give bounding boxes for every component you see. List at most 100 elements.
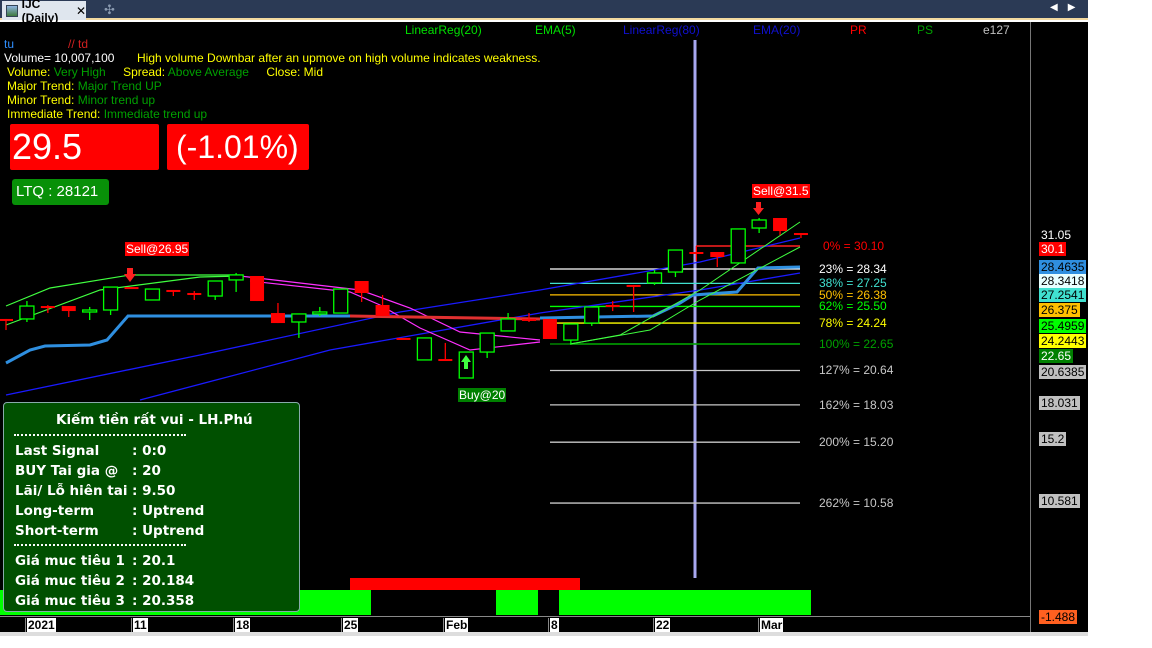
- candle: [396, 337, 411, 340]
- candle: [102, 286, 119, 316]
- buy-signal-label: Buy@20: [458, 388, 507, 402]
- time-axis-label: 11: [131, 618, 148, 632]
- minor-trend: Minor Trend: Minor trend up: [7, 93, 155, 107]
- candle-body: [333, 288, 349, 314]
- candle-body: [479, 332, 495, 353]
- candle-body: [416, 337, 433, 361]
- tab-title: IJC (Daily): [21, 0, 59, 25]
- close-label: Close:: [266, 65, 301, 79]
- candle: [312, 306, 328, 317]
- candle-body: [584, 306, 600, 324]
- major-value: Major Trend UP: [77, 79, 162, 93]
- fib-label: 50% = 26.38: [819, 287, 887, 302]
- panel-row-label: Giá muc tiêu 1: [15, 553, 125, 569]
- ema-5-band-line: [5, 275, 241, 326]
- price-axis-label: 27.2541: [1039, 288, 1087, 302]
- price-axis-label: 22.65: [1039, 349, 1074, 363]
- candle-body: [144, 288, 161, 301]
- candle-body: [396, 337, 411, 340]
- candle-body: [375, 304, 390, 317]
- volume-bar-red: [350, 578, 580, 590]
- support-line: [5, 314, 350, 365]
- candle: [124, 287, 139, 290]
- sell-signal-label: Sell@26.95: [125, 242, 190, 256]
- candle: [375, 294, 390, 317]
- candle: [479, 332, 495, 358]
- close-value: Mid: [303, 65, 324, 79]
- divider: [14, 434, 186, 436]
- signal-panel: Kiếm tiền rất vui - LH.Phú Last Signal : …: [3, 402, 300, 612]
- candle-body: [438, 359, 453, 362]
- candle: [605, 301, 620, 312]
- panel-row-label: Lãi/ Lỗ hiên tai: [15, 483, 128, 499]
- candle-body: [82, 309, 98, 313]
- spread-label: Spread:: [123, 65, 166, 79]
- candle: [291, 313, 307, 338]
- upper-band-line: [5, 274, 240, 307]
- tu-label: tu: [4, 37, 15, 51]
- candle: [730, 228, 746, 264]
- price-axis-label: 31.05: [1039, 228, 1074, 242]
- volume-text: Volume= 10,007,100: [4, 51, 115, 65]
- candle: [82, 306, 98, 321]
- price-axis-label: 30.1: [1039, 242, 1067, 256]
- candle-body: [626, 284, 641, 287]
- volume-bar-green: [496, 590, 538, 615]
- panel-row-value: : Uptrend: [132, 523, 205, 539]
- panel-row-value: : 0:0: [132, 443, 167, 459]
- fib-label: 0% = 30.10: [823, 238, 885, 253]
- panel-row-label: Last Signal: [15, 443, 100, 459]
- candle-body: [751, 219, 767, 229]
- candle-body: [710, 252, 725, 258]
- price-axis-label: 28.4635: [1039, 260, 1087, 274]
- candle: [333, 288, 349, 314]
- panel-title: Kiếm tiền rất vui - LH.Phú: [56, 412, 253, 428]
- candle: [19, 301, 35, 322]
- candle-body: [102, 286, 119, 311]
- td-label: // td: [68, 37, 89, 51]
- candle: [646, 270, 663, 285]
- fib-lines: [550, 245, 800, 504]
- time-axis-label: 8: [548, 618, 559, 632]
- candle-body: [646, 272, 663, 284]
- magenta-line-1: [239, 275, 541, 341]
- price-axis[interactable]: 31.05 30.1 28.4635 28.3418 27.2541 26.375 25.4…: [1030, 22, 1088, 632]
- price-axis-label: 18.031: [1039, 396, 1080, 410]
- candle-body: [19, 305, 35, 320]
- volume-label: Volume:: [7, 65, 51, 79]
- new-tab-icon[interactable]: ✣: [104, 2, 115, 17]
- panel-row-value: : 9.50: [132, 483, 176, 499]
- panel-row-value: : 20: [132, 463, 161, 479]
- candle: [710, 252, 725, 268]
- immediate-value: Immediate trend up: [103, 107, 208, 121]
- sheet-tabs[interactable]: [0, 632, 1088, 636]
- legend-ema-5: EMA(5): [535, 23, 576, 37]
- legend-ema-20: EMA(20): [753, 23, 801, 37]
- candle-body: [250, 275, 265, 302]
- divider: [14, 544, 186, 546]
- fib-label: 262% = 10.58: [819, 496, 894, 511]
- candle: [563, 323, 579, 344]
- candle: [793, 233, 808, 239]
- candle-body: [0, 318, 13, 321]
- chart-tab[interactable]: IJC (Daily) ✕: [2, 0, 86, 25]
- last-price-box: 29.5: [10, 124, 159, 170]
- chart-icon: [6, 4, 18, 17]
- candle: [689, 245, 704, 261]
- support-line-2: [539, 265, 801, 320]
- candle-body: [270, 313, 285, 324]
- candle: [61, 306, 76, 317]
- price-axis-label: 15.2: [1039, 432, 1067, 446]
- candle-body: [667, 249, 684, 273]
- candle: [416, 337, 433, 361]
- time-axis[interactable]: 2021 11 18 25 Feb 8 22 Mar: [0, 616, 1030, 632]
- candle-body: [773, 217, 788, 232]
- candle-body: [166, 289, 181, 292]
- candle-body: [291, 313, 307, 323]
- close-icon[interactable]: ✕: [75, 3, 86, 18]
- scroll-arrows-icon[interactable]: ◀▶: [1050, 2, 1086, 13]
- title-bar: IJC (Daily) ✕ ✣ ◀▶: [0, 0, 1088, 25]
- major-label: Major Trend:: [7, 79, 75, 93]
- candle-body: [228, 274, 244, 281]
- immediate-trend: Immediate Trend: Immediate trend up: [7, 107, 207, 121]
